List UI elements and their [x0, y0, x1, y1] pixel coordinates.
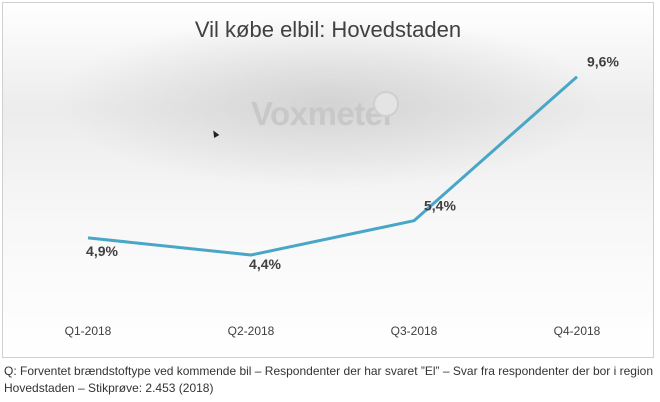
x-tick-label: Q3-2018 — [391, 324, 438, 338]
plot-area: 4,9% 4,4% 5,4% 9,6% Q1-2018 Q2-2018 Q3-2018 Q4-… — [65, 54, 620, 338]
globe-icon — [373, 91, 399, 117]
data-label: 4,9% — [86, 243, 118, 259]
x-tick-label: Q4-2018 — [554, 324, 601, 338]
x-tick-label: Q2-2018 — [228, 324, 275, 338]
series-line — [87, 75, 578, 257]
data-label: 4,4% — [249, 256, 281, 272]
footnote: Q: Forventet brændstoftype ved kommende … — [4, 364, 653, 395]
x-tick-label: Q1-2018 — [65, 324, 112, 338]
chart-title: Vil købe elbil: Hovedstaden — [194, 17, 462, 42]
data-label: 9,6% — [587, 54, 619, 70]
voxmeter-watermark: Voxmeter — [251, 95, 395, 132]
chart-area: Vil købe elbil: Hovedstaden Voxmeter 4,9… — [2, 2, 654, 358]
data-label: 5,4% — [424, 198, 456, 214]
